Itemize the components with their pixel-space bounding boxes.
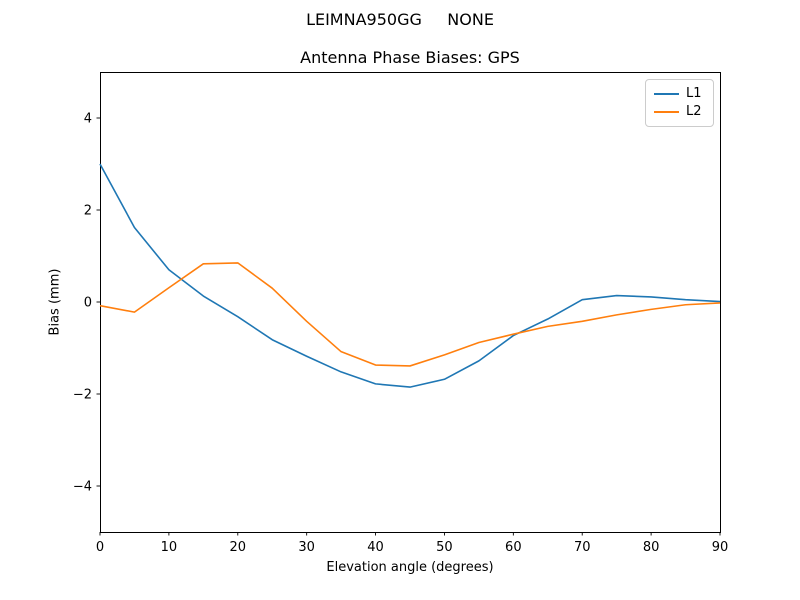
y-tick-label: 0 [84, 296, 92, 311]
x-tick-label: 50 [436, 540, 453, 555]
axes-title: Antenna Phase Biases: GPS [300, 48, 520, 67]
x-tick-label: 40 [367, 540, 384, 555]
y-axis-label: Bias (mm) [47, 268, 63, 336]
x-tick-label: 80 [643, 540, 660, 555]
y-tick-label: −2 [73, 388, 92, 403]
l2-line-swatch [654, 111, 679, 113]
x-axis-label: Elevation angle (degrees) [326, 560, 494, 575]
y-tick-label: 4 [84, 112, 92, 127]
x-tick-label: 90 [712, 540, 729, 555]
l1-line [99, 163, 721, 388]
figure-suptitle: LEIMNA950GG NONE [306, 10, 494, 29]
legend-label-l1: L1 [686, 86, 702, 101]
legend-label-l2: L2 [686, 104, 702, 119]
legend-entry-l1: L1 [654, 85, 705, 103]
l1-line-swatch [654, 93, 679, 95]
x-tick-label: 10 [161, 540, 178, 555]
legend: L1 L2 [645, 79, 714, 127]
x-tick-label: 70 [574, 540, 591, 555]
y-tick-label: 2 [84, 204, 92, 219]
y-tick-label: −4 [73, 480, 92, 495]
x-tick-label: 0 [96, 540, 104, 555]
l2-line [99, 262, 721, 367]
axes-frame [100, 72, 721, 533]
legend-entry-l2: L2 [654, 103, 705, 121]
x-tick-label: 20 [230, 540, 247, 555]
x-tick-label: 30 [298, 540, 315, 555]
x-tick-label: 60 [505, 540, 522, 555]
